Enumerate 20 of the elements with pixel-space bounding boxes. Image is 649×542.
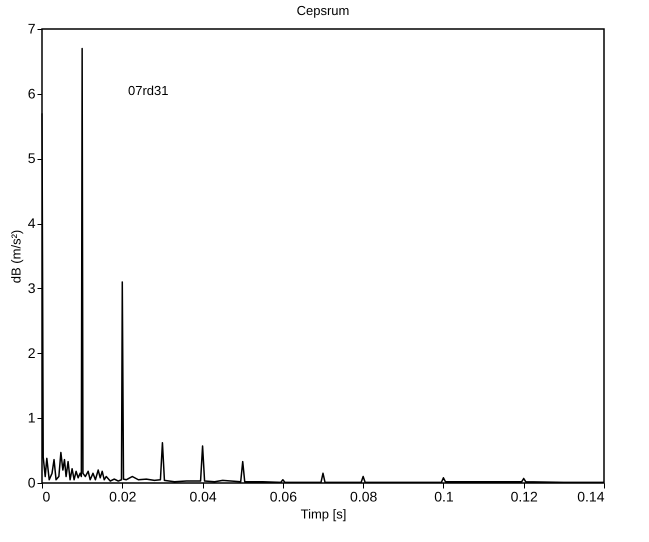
x-tick-label: 0.02 — [109, 488, 137, 504]
x-tick-label: 0.04 — [189, 488, 217, 504]
y-tick-label: 0 — [28, 474, 36, 490]
y-axis-title: dB (m/s²) — [8, 230, 24, 284]
y-tick-label: 6 — [28, 85, 36, 102]
x-tick-label: 0.1 — [434, 488, 454, 504]
y-tick-label: 5 — [28, 150, 36, 166]
y-tick-label: 7 — [28, 20, 36, 36]
x-tick-label: 0.06 — [270, 488, 298, 504]
x-axis-title: Timp [s] — [300, 506, 346, 522]
annotation: 07rd31 — [128, 83, 168, 98]
x-tick-label: 0.12 — [510, 488, 538, 504]
x-tick-label: 0.08 — [350, 488, 378, 504]
x-tick-label: 0.14 — [577, 488, 605, 504]
y-tick-label: 4 — [28, 215, 36, 232]
y-tick-label: 3 — [28, 280, 36, 296]
x-tick-label: 0 — [42, 488, 50, 504]
chart-title: Cepsrum — [296, 3, 350, 18]
y-tick-label: 1 — [28, 410, 36, 426]
y-tick-label: 2 — [28, 344, 36, 361]
